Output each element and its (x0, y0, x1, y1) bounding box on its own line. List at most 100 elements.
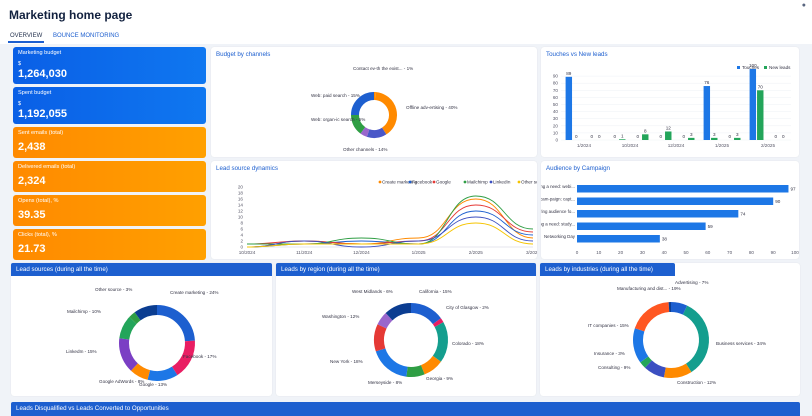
region-slice[interactable] (377, 313, 393, 329)
chart-label: IT companies - 15% (588, 323, 629, 328)
bar-new-leads[interactable] (665, 131, 672, 140)
bar-new-leads[interactable] (711, 137, 718, 140)
lead-source-slice[interactable] (134, 305, 158, 321)
x-tick-label: 0 (576, 250, 579, 255)
kpi-clicks[interactable]: Clicks (total), % 21.73 (13, 229, 206, 260)
kpi-unit: $ (18, 61, 22, 67)
active-tab-indicator (8, 41, 44, 43)
lead-source-slice[interactable] (119, 338, 139, 371)
audience-bar[interactable] (577, 197, 774, 206)
donut-industries (633, 302, 709, 378)
tab-bounce-monitoring[interactable]: BOUNCE MONITORING (53, 33, 120, 39)
lead-source-slice[interactable] (171, 340, 195, 376)
close-icon[interactable]: ● (801, 2, 806, 9)
audience-bar[interactable] (577, 222, 706, 231)
y-tick-label: 6 (240, 227, 243, 232)
industry-slice[interactable] (634, 302, 670, 332)
y-tick-label: 16 (238, 197, 244, 202)
x-tick-label: 10 (596, 250, 602, 255)
chart-label: Manufacturing and dist... - 19% (617, 286, 681, 291)
panel-header: Lead sources (during all the time) (11, 263, 272, 276)
kpi-delivered-emails[interactable]: Delivered emails (total) 2,324 (13, 161, 206, 192)
kpi-value: 39.35 (18, 209, 46, 221)
audience-bar[interactable] (577, 235, 660, 243)
disqualified-vs-converted-header: Leads Disqualified vs Leads Converted to… (11, 402, 800, 416)
y-tick-label: 50 (553, 102, 559, 107)
legend-dot (517, 180, 521, 184)
x-tick-label: 100 (791, 250, 799, 255)
data-label: 76 (704, 80, 710, 85)
industry-slice[interactable] (640, 356, 652, 368)
lead-source-slice[interactable] (129, 312, 141, 324)
legend-label: Touches (742, 65, 760, 70)
bar-touches[interactable] (565, 76, 573, 140)
kpi-spent-budget[interactable]: Spent budget $ 1,192,055 (13, 87, 206, 124)
region-slice[interactable] (406, 365, 425, 377)
legend-dot (463, 180, 467, 184)
series-line[interactable] (246, 216, 534, 248)
industry-slice[interactable] (633, 328, 649, 363)
region-slice[interactable] (375, 348, 408, 377)
series-line[interactable] (246, 222, 534, 248)
x-tick-label: 80 (749, 250, 755, 255)
legend-dot (432, 180, 436, 184)
industry-slice[interactable] (644, 360, 667, 378)
bar-new-leads[interactable] (619, 139, 626, 140)
x-tick-label: 90 (771, 250, 777, 255)
bar-new-leads[interactable] (734, 137, 741, 140)
top-bar: Marketing home page ● (0, 0, 812, 30)
budget-slice[interactable] (366, 127, 387, 138)
audience-bar[interactable] (577, 185, 789, 193)
data-label: 0 (591, 134, 594, 139)
region-slice[interactable] (432, 322, 448, 362)
chart-label: New York - 18% (330, 359, 363, 364)
region-donut: California - 15% City of Glasgow - 2% Co… (322, 289, 489, 385)
lead-source-slice[interactable] (130, 363, 151, 380)
lead-source-slice[interactable] (147, 366, 178, 381)
budget-slice[interactable] (360, 127, 370, 137)
kpi-sent-emails[interactable]: Sent emails (total) 2,438 (13, 127, 206, 158)
budget-slice[interactable] (351, 92, 375, 116)
y-tick-label: 0 (240, 245, 243, 250)
series-line[interactable] (246, 204, 534, 245)
bar-new-leads[interactable] (757, 90, 764, 140)
lead-sources-panel: Lead sources (during all the time) Creat… (11, 263, 272, 396)
chart-label: Consulting - 9% (598, 365, 630, 370)
panel-title: Leads by region (during all the time) (281, 266, 380, 273)
y-tick-label: 10 (238, 215, 244, 220)
region-slice[interactable] (410, 303, 441, 325)
audience-bar-chart: 0 10 20 30 40 50 60 70 80 90 100 97 Nurturing a need… (541, 184, 799, 255)
page-title: Marketing home page (9, 8, 133, 22)
series-line[interactable] (246, 198, 534, 248)
industry-slice[interactable] (682, 305, 709, 373)
industry-slice[interactable] (663, 363, 692, 378)
audience-bar[interactable] (577, 210, 739, 218)
x-tick-label: 10/2024 (622, 143, 639, 148)
budget-donut-chart: Contact ev-th the exist... - 1% Offline … (311, 66, 458, 152)
kpi-marketing-budget[interactable]: Marketing budget $ 1,264,030 (13, 47, 206, 84)
lead-source-slice[interactable] (119, 316, 137, 340)
bar-new-leads[interactable] (688, 137, 695, 140)
region-slice[interactable] (420, 355, 441, 375)
tab-overview[interactable]: OVERVIEW (10, 33, 43, 39)
data-label: 3 (736, 132, 739, 137)
kpi-label: Spent budget (18, 90, 52, 96)
industry-slice[interactable] (670, 302, 688, 315)
lead-source-slice[interactable] (156, 305, 195, 342)
chart-label: Google AdWords - 8% (99, 379, 144, 384)
kpi-opens[interactable]: Opens (total), % 39.35 (13, 195, 206, 226)
region-slice[interactable] (385, 303, 412, 321)
leads-by-region-panel: Leads by region (during all the time) Ca… (276, 263, 536, 396)
budget-slice[interactable] (351, 114, 366, 134)
kpi-unit: $ (18, 101, 22, 107)
bar-touches[interactable] (703, 86, 711, 140)
data-label: 8 (644, 128, 647, 133)
region-slice[interactable] (432, 318, 444, 328)
region-slice[interactable] (374, 324, 387, 352)
kpi-value: 21.73 (18, 243, 46, 255)
bar-new-leads[interactable] (642, 134, 649, 140)
budget-slice[interactable] (374, 92, 397, 135)
bar-touches[interactable] (749, 69, 757, 140)
legend-label: Create marketing (382, 180, 418, 185)
